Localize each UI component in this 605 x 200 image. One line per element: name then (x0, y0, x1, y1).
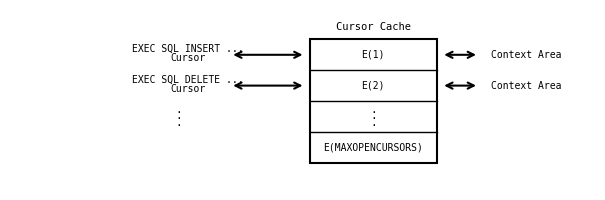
Text: Cursor: Cursor (171, 53, 206, 63)
Text: EXEC SQL DELETE ...: EXEC SQL DELETE ... (132, 74, 244, 84)
Text: E(MAXOPENCURSORS): E(MAXOPENCURSORS) (324, 142, 424, 152)
Text: .: . (175, 118, 182, 128)
Text: Cursor: Cursor (171, 84, 206, 94)
Text: EXEC SQL INSERT ...: EXEC SQL INSERT ... (132, 44, 244, 54)
Text: Cursor Cache: Cursor Cache (336, 22, 411, 32)
Text: .: . (370, 118, 377, 128)
Text: .: . (175, 111, 182, 121)
Text: Context Area: Context Area (491, 50, 561, 60)
Text: .: . (175, 105, 182, 115)
Bar (310, 39, 437, 163)
Text: .: . (370, 105, 377, 115)
Text: Context Area: Context Area (491, 81, 561, 91)
Text: .: . (370, 111, 377, 121)
Text: E(2): E(2) (362, 81, 385, 91)
Text: E(1): E(1) (362, 50, 385, 60)
